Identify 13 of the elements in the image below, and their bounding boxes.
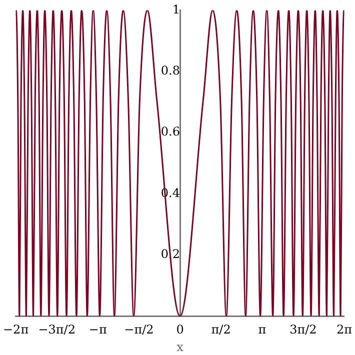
x-tick-label: π/2 [211, 322, 231, 337]
x-tick-label: π [258, 322, 266, 337]
y-tick-label: 1 [172, 2, 180, 16]
x-tick-label: 2π [336, 322, 352, 337]
y-tick-label: 0.8 [160, 64, 180, 78]
x-tick-label: −3π/2 [38, 322, 76, 337]
x-tick-label: −2π [3, 322, 29, 337]
x-axis-title: x [176, 340, 184, 354]
x-tick-label: −π/2 [124, 322, 154, 337]
x-tick-label: 0 [176, 322, 184, 337]
x-tick-label: 3π/2 [290, 322, 317, 337]
y-tick-label: 0.6 [160, 124, 180, 139]
x-tick-label: −π [88, 322, 107, 337]
